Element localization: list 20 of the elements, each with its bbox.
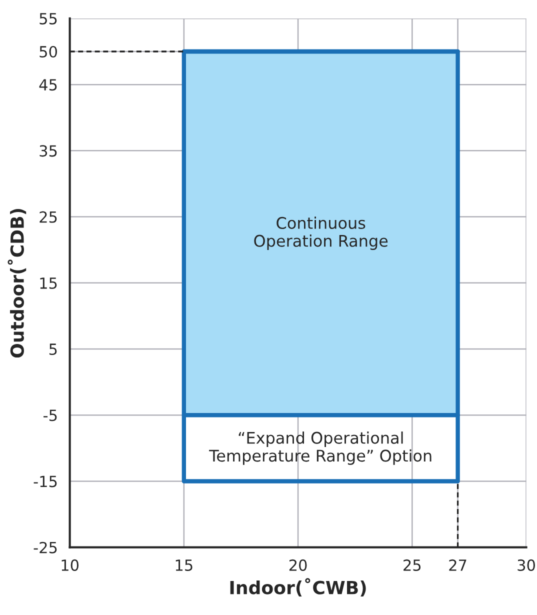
y-axis-title: Outdoor(˚CDB) xyxy=(8,208,26,358)
y-tick-label: 15 xyxy=(40,278,57,289)
y-tick-label: 50 xyxy=(40,46,57,58)
y-tick-label: 5 xyxy=(49,344,57,356)
annotation: Continuous Operation Range xyxy=(254,216,388,250)
x-tick-label: 30 xyxy=(518,559,535,571)
x-tick-label: 15 xyxy=(176,560,192,571)
y-tick-label: -5 xyxy=(44,410,57,422)
y-tick-label: 45 xyxy=(39,79,57,91)
y-tick-label: -15 xyxy=(34,476,57,488)
y-tick-label: -25 xyxy=(34,542,57,554)
y-tick-label: 55 xyxy=(40,13,57,24)
x-tick-label: 10 xyxy=(62,559,79,571)
x-tick-label: 27 xyxy=(449,559,466,571)
y-tick-label: 25 xyxy=(40,211,57,223)
x-tick-label: 25 xyxy=(404,559,421,571)
annotation: “Expand Operational Temperature Range” Option xyxy=(209,432,432,465)
y-tick-label: 35 xyxy=(40,145,57,157)
x-tick-label: 20 xyxy=(289,559,307,571)
x-axis-title: Indoor(˚CWB) xyxy=(230,578,366,597)
